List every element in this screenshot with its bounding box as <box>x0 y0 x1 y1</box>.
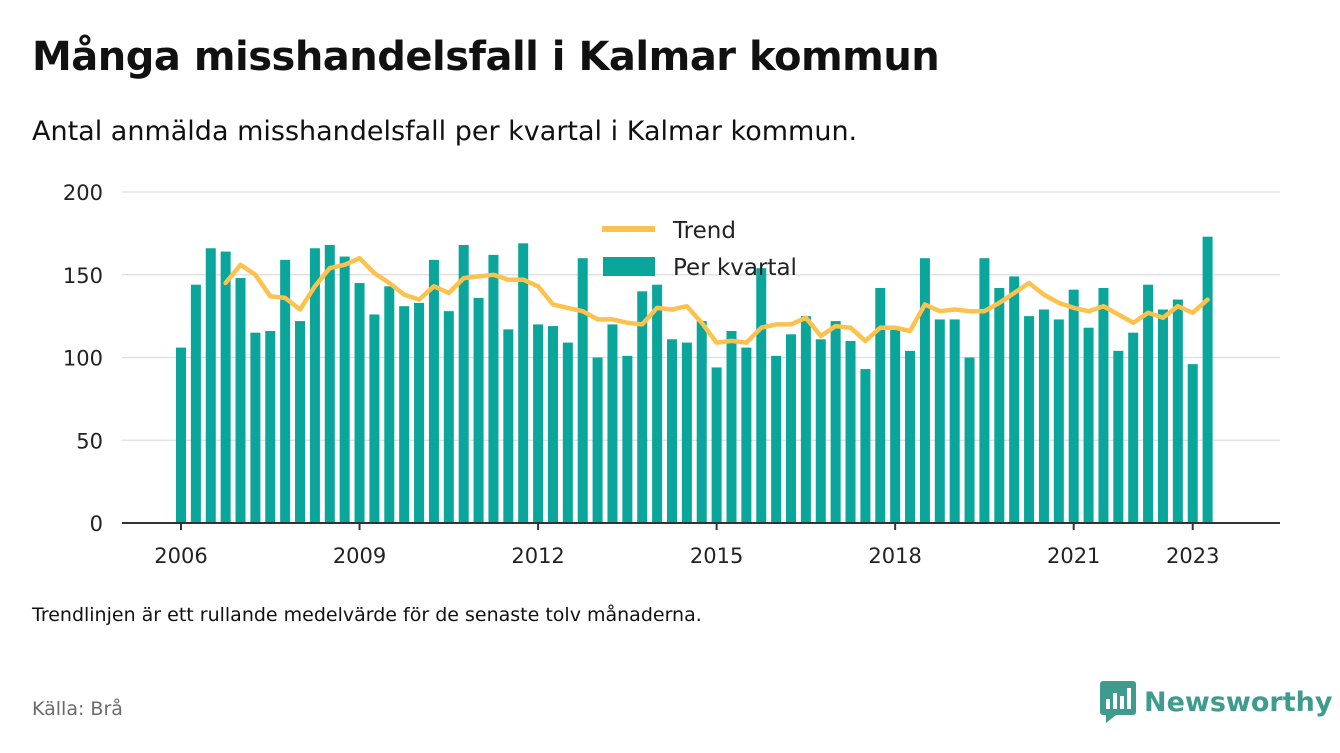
bar <box>547 326 558 523</box>
bar <box>295 321 306 523</box>
bar <box>1009 276 1020 523</box>
bar <box>518 243 529 523</box>
bar <box>666 339 677 523</box>
trend-line <box>223 255 1210 345</box>
bar <box>1083 327 1094 523</box>
bar <box>458 244 469 523</box>
x-tick-label: 2012 <box>511 544 564 568</box>
bar <box>726 331 737 523</box>
bar <box>875 287 886 523</box>
bar <box>280 259 291 523</box>
bar <box>1068 289 1079 523</box>
bar <box>265 331 276 523</box>
x-tick-label: 2009 <box>333 544 386 568</box>
bar-line-chart: 0 50 100 150 200 2006 2009 2012 2015 2018 2021 202… <box>63 181 1280 568</box>
bar <box>220 251 231 523</box>
bar <box>324 244 335 523</box>
bar <box>562 342 573 523</box>
trend-line-layer <box>223 255 1210 345</box>
bar <box>949 319 960 523</box>
bar <box>1143 284 1154 523</box>
bar <box>934 319 945 523</box>
bar <box>1157 309 1168 523</box>
x-axis: 2006 2009 2012 2015 2018 2021 2023 <box>122 522 1280 568</box>
bar <box>503 329 514 523</box>
bar <box>1128 332 1139 523</box>
newsworthy-logo[interactable]: Newsworthy <box>1100 680 1332 724</box>
bar <box>250 332 261 523</box>
chart-note: Trendlinjen är ett rullande medelvärde f… <box>32 604 702 626</box>
bar <box>235 278 246 523</box>
y-tick-label: 100 <box>63 347 103 371</box>
x-tick-label: 2015 <box>690 544 743 568</box>
bar <box>384 286 395 523</box>
bar <box>414 302 425 523</box>
bar <box>741 347 752 523</box>
bar <box>577 258 588 523</box>
chart-title: Många misshandelsfall i Kalmar kommun <box>32 34 940 80</box>
bar <box>964 357 975 523</box>
x-tick-label: 2023 <box>1166 544 1219 568</box>
bar <box>205 248 216 523</box>
bar <box>979 258 990 523</box>
bar <box>845 340 856 523</box>
bar <box>696 321 707 523</box>
bar <box>473 297 484 523</box>
legend-bar-label: Per kvartal <box>673 255 797 281</box>
y-tick-label: 50 <box>76 429 103 453</box>
bar <box>860 369 871 523</box>
bar <box>786 334 797 523</box>
source-label: Källa: Brå <box>32 698 123 720</box>
bar <box>443 311 454 523</box>
bar <box>1024 316 1035 523</box>
legend: Trend Per kvartal <box>602 218 797 281</box>
bar <box>369 314 380 523</box>
y-tick-label: 0 <box>90 512 103 536</box>
bar <box>339 256 350 523</box>
bar <box>190 284 201 523</box>
legend-bar-swatch <box>603 257 655 276</box>
bar <box>800 316 811 523</box>
brand-name: Newsworthy <box>1144 686 1333 718</box>
bars-per-kvartal <box>176 236 1213 523</box>
x-tick-label: 2018 <box>868 544 921 568</box>
chart-subtitle: Antal anmälda misshandelsfall per kvarta… <box>32 116 858 147</box>
newsworthy-chart-logo-icon <box>1100 681 1136 723</box>
x-tick-label: 2006 <box>154 544 207 568</box>
y-axis-ticks: 0 50 100 150 200 <box>63 181 103 536</box>
bar <box>711 367 722 523</box>
bar <box>919 258 930 523</box>
bar <box>1053 319 1064 523</box>
bar <box>399 306 410 523</box>
bar <box>607 324 618 523</box>
bar <box>354 283 365 523</box>
bar <box>637 291 648 523</box>
bar <box>756 268 767 523</box>
bar <box>681 342 692 523</box>
bar <box>1202 236 1213 523</box>
bar <box>488 254 499 523</box>
bar <box>176 347 186 523</box>
bar <box>622 355 633 523</box>
legend-trend-label: Trend <box>672 218 736 244</box>
bar <box>1187 364 1198 523</box>
bar <box>1172 299 1183 523</box>
bar <box>309 248 320 523</box>
x-tick-label: 2021 <box>1047 544 1100 568</box>
bar <box>1098 287 1109 523</box>
bar <box>890 327 901 523</box>
bar <box>428 259 439 523</box>
bar <box>652 284 663 523</box>
y-tick-label: 200 <box>63 181 103 205</box>
bar <box>1113 350 1124 523</box>
bar <box>830 321 841 523</box>
bar <box>592 357 603 523</box>
bar <box>815 339 826 523</box>
bar <box>533 324 544 523</box>
bar <box>771 355 782 523</box>
bar <box>994 287 1005 523</box>
bar <box>1038 309 1049 523</box>
y-tick-label: 150 <box>63 264 103 288</box>
bar <box>905 350 916 523</box>
